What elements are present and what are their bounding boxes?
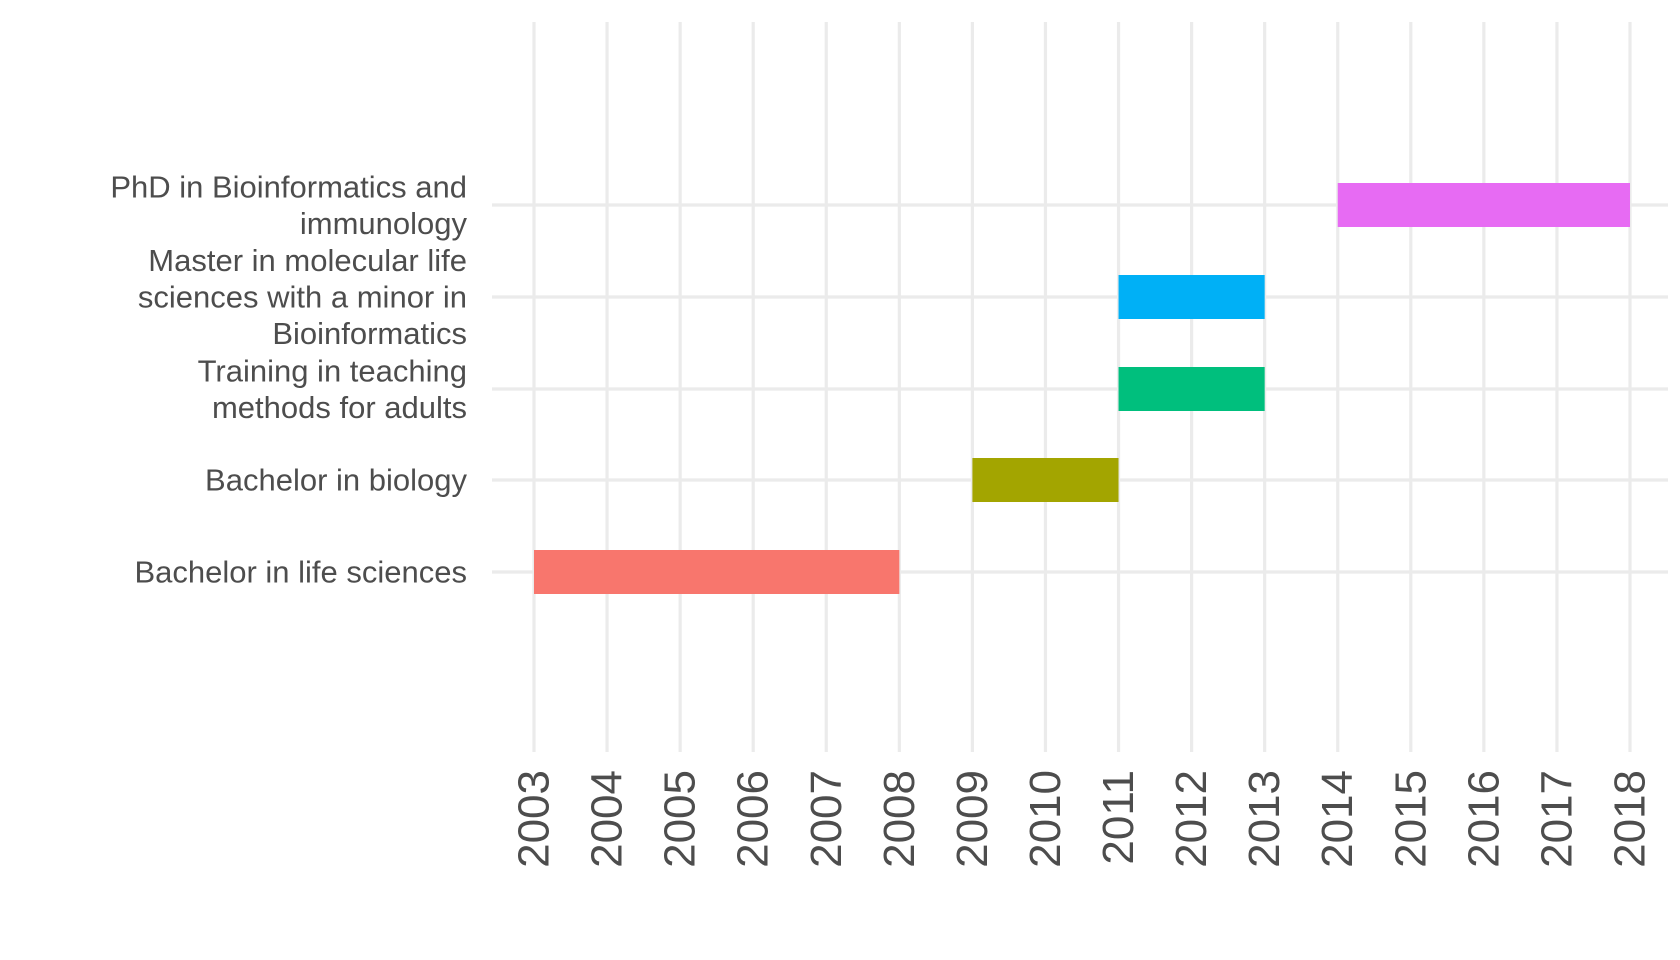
- category-label-line: Bachelor in life sciences: [134, 555, 467, 590]
- category-label-line: Bachelor in biology: [205, 463, 467, 498]
- grid-layer: [492, 22, 1668, 752]
- x-tick-label-2017: 2017: [1532, 770, 1581, 868]
- category-label-2: Training in teaching methods for adults: [198, 353, 467, 425]
- category-label-line: Master in molecular life: [148, 243, 467, 278]
- category-label-line: Training in teaching: [198, 353, 467, 388]
- x-tick-label-2016: 2016: [1459, 770, 1508, 868]
- x-tick-label-2018: 2018: [1606, 770, 1655, 868]
- x-tick-label-2006: 2006: [729, 770, 778, 868]
- category-label-line: PhD in Bioinformatics and: [110, 169, 467, 204]
- bar-layer: [534, 183, 1630, 594]
- x-tick-label-2007: 2007: [802, 770, 851, 868]
- x-tick-label-2003: 2003: [510, 770, 559, 868]
- x-tick-labels: 2003 2004 2005 2006 2007 2008 2009 2010 2011 2012…: [510, 770, 1655, 868]
- category-label-line: immunology: [300, 206, 468, 241]
- x-tick-label-2009: 2009: [948, 770, 997, 868]
- category-label-1: Bachelor in biology: [205, 463, 467, 498]
- x-tick-label-2005: 2005: [656, 770, 705, 868]
- bar-4: [1337, 183, 1630, 227]
- x-tick-label-2010: 2010: [1021, 770, 1070, 868]
- category-label-line: sciences with a minor in: [138, 280, 467, 315]
- x-tick-label-2012: 2012: [1167, 770, 1216, 868]
- bar-2: [1118, 367, 1265, 411]
- bar-3: [1118, 275, 1265, 319]
- x-tick-label-2004: 2004: [583, 770, 632, 868]
- bar-0: [534, 550, 900, 594]
- category-label-line: methods for adults: [212, 390, 467, 425]
- category-labels: Bachelor in life sciences Bachelor in bio…: [110, 169, 467, 589]
- bar-1: [972, 458, 1119, 502]
- category-label-4: PhD in Bioinformatics and immunology: [110, 169, 467, 241]
- x-tick-label-2015: 2015: [1386, 770, 1435, 868]
- x-tick-label-2008: 2008: [875, 770, 924, 868]
- x-tick-label-2013: 2013: [1240, 770, 1289, 868]
- x-tick-label-2011: 2011: [1094, 770, 1143, 865]
- category-label-3: Master in molecular life sciences with a …: [138, 243, 467, 351]
- x-tick-label-2014: 2014: [1313, 770, 1362, 868]
- category-label-line: Bioinformatics: [272, 316, 467, 351]
- category-label-0: Bachelor in life sciences: [134, 555, 467, 590]
